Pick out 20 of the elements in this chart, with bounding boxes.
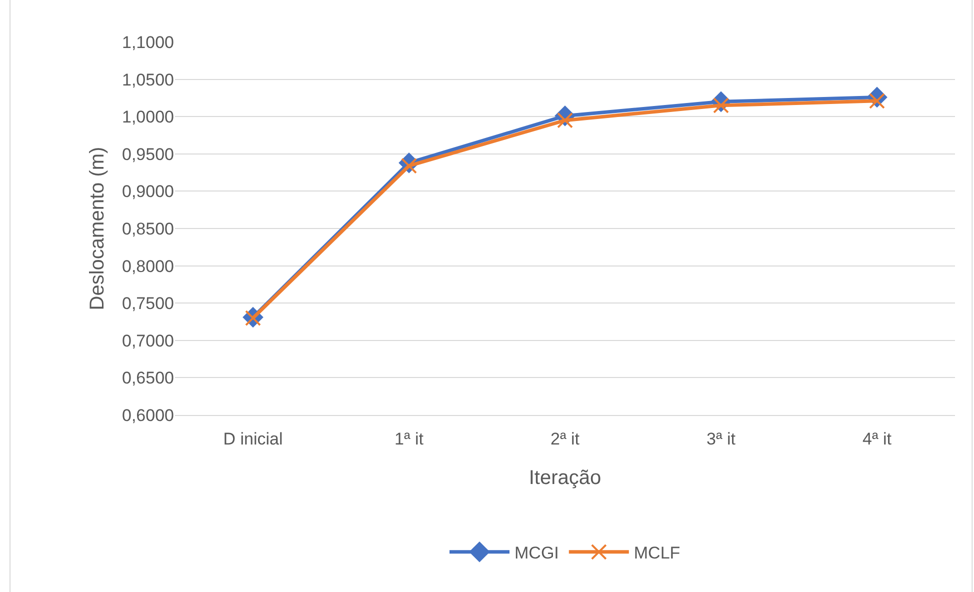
legend-label: MCGI: [514, 544, 559, 563]
y-axis-title: Deslocamento (m): [86, 146, 108, 310]
y-tick-label: 1,1000: [122, 32, 174, 52]
x-tick-label: 2ª it: [550, 429, 580, 448]
legend-label: MCLF: [634, 544, 680, 563]
y-tick-label: 1,0000: [122, 108, 174, 127]
y-tick-label: 0,8500: [122, 219, 174, 238]
y-tick-label: 0,8000: [122, 256, 174, 276]
x-tick-label: 4ª it: [862, 429, 892, 448]
x-axis-title: Iteração: [528, 466, 602, 489]
y-tick-label: 0,9000: [122, 182, 174, 202]
y-tick-label: 0,9500: [122, 144, 174, 164]
x-tick-label: 3ª it: [706, 429, 736, 448]
x-tick-label: 1ª it: [394, 429, 424, 448]
y-tick-label: 0,7000: [122, 331, 174, 350]
y-tick-label: 0,6500: [122, 368, 174, 388]
x-tick-label: D inicial: [223, 429, 283, 448]
y-tick-label: 0,6000: [122, 406, 174, 425]
y-tick-label: 0,7500: [122, 294, 174, 314]
y-tick-label: 1,0500: [122, 70, 174, 90]
